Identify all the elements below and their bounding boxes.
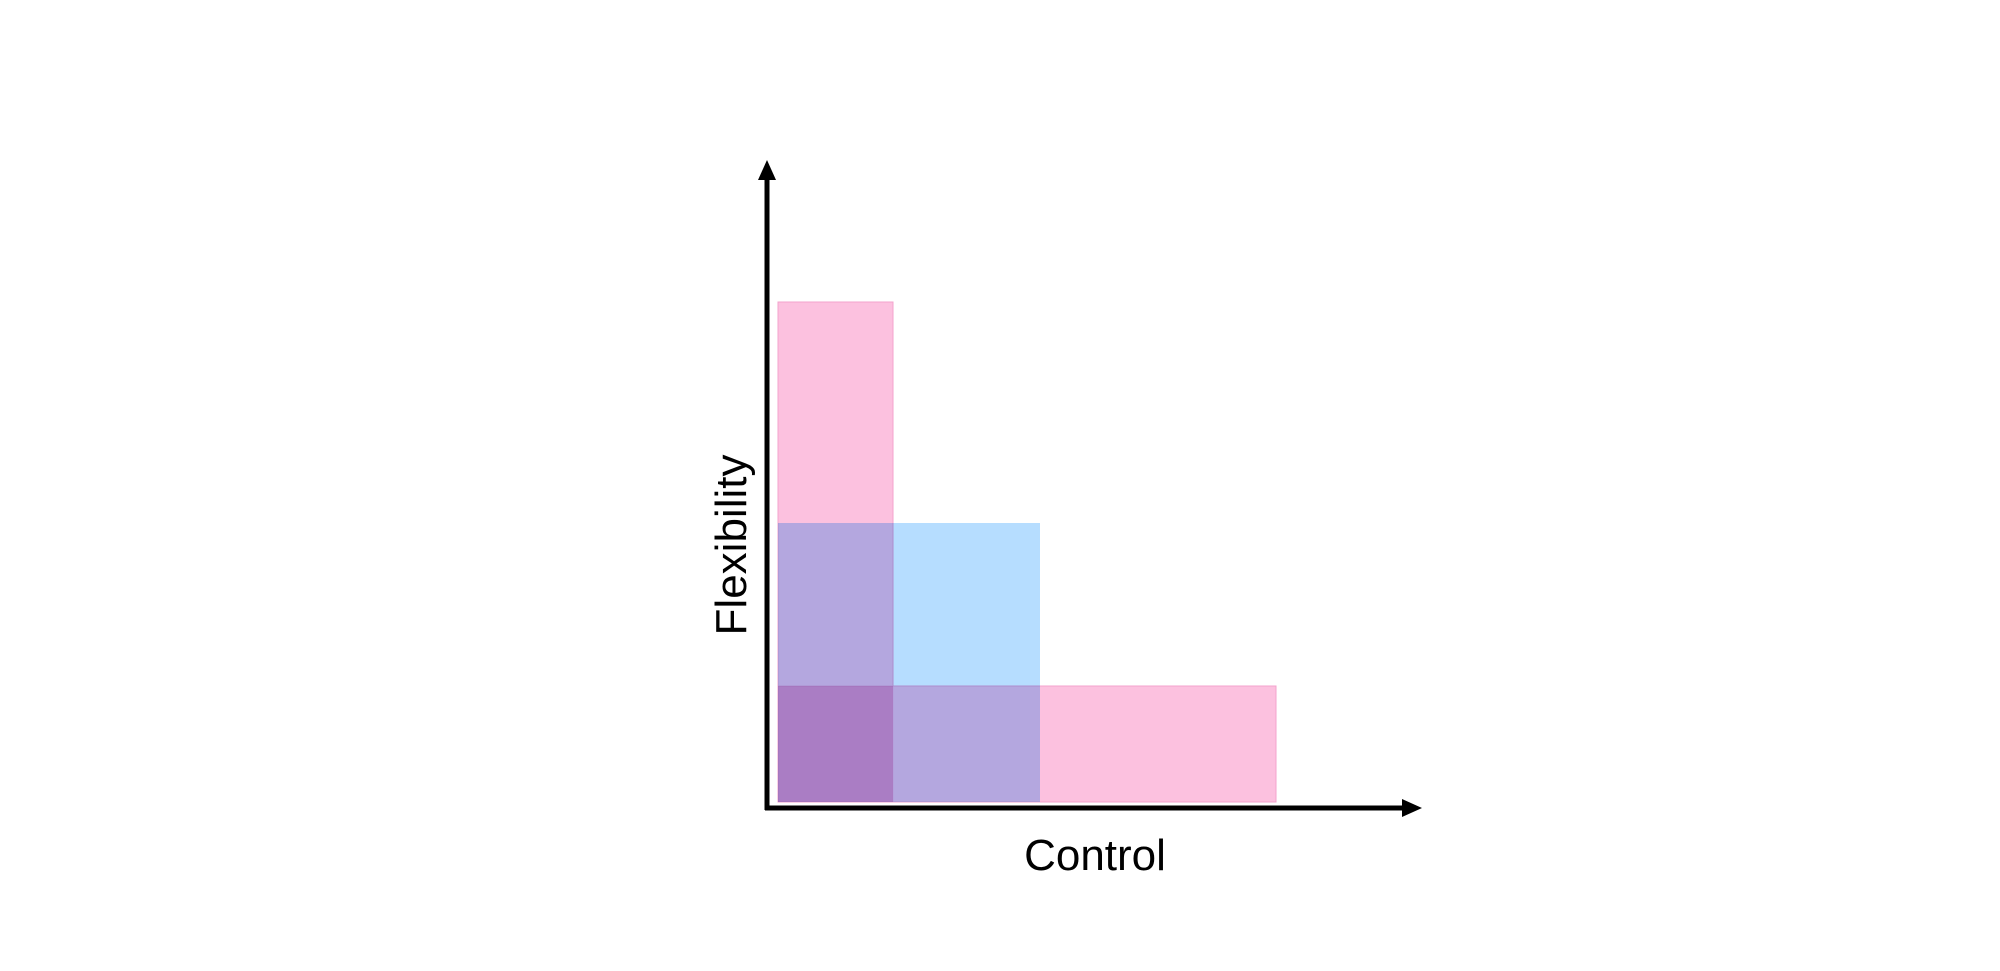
x-axis-arrow-icon [1402,799,1422,817]
axes [758,160,1422,817]
regions [777,301,1277,803]
pink-overlap [778,686,893,802]
y-axis-label: Flexibility [707,455,756,636]
y-axis-arrow-icon [758,160,776,180]
x-axis-label: Control [1024,831,1166,880]
